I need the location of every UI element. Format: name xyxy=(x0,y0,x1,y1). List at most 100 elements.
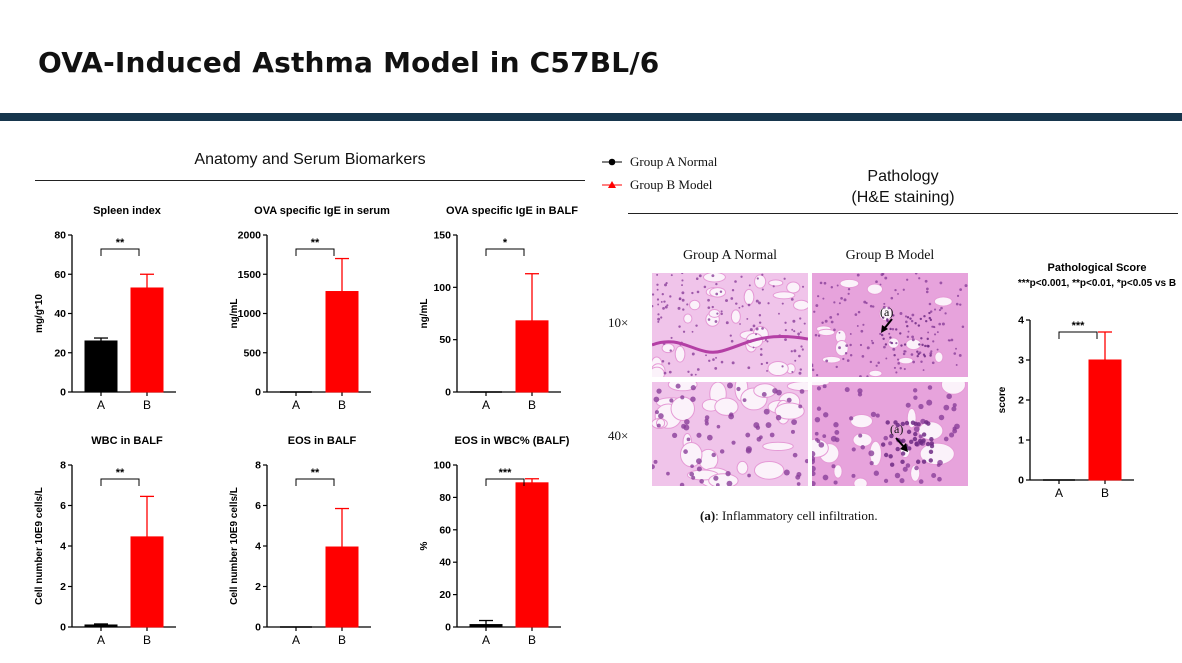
nucleus xyxy=(812,451,816,457)
nucleus xyxy=(740,275,743,278)
alveolar-space xyxy=(754,274,767,289)
nucleus xyxy=(716,312,719,315)
nucleus xyxy=(870,339,873,342)
nucleus xyxy=(657,313,660,316)
nucleus xyxy=(918,277,921,280)
infiltrate-cell xyxy=(928,311,931,315)
nucleus xyxy=(756,436,762,442)
nucleus xyxy=(747,473,751,478)
alveolar-space xyxy=(736,460,749,475)
infiltrate-cell xyxy=(919,317,923,321)
nucleus xyxy=(849,333,852,335)
infiltrate-cell xyxy=(882,337,885,340)
nucleus xyxy=(910,353,914,356)
nucleus xyxy=(652,293,655,296)
chart-wbc-balf: WBC in BALF Cell number 10E9 cells/L 0 2 4 6 8… xyxy=(34,435,176,647)
nucleus xyxy=(847,292,850,295)
infiltrate-cell xyxy=(889,336,892,339)
nucleus xyxy=(696,368,700,371)
nucleus xyxy=(816,386,822,391)
nucleus xyxy=(653,396,660,403)
nucleus xyxy=(669,349,672,352)
y-tick-label: 100 xyxy=(433,460,451,472)
infiltrate-cell xyxy=(921,438,926,443)
histology-row-label-40x: 40× xyxy=(608,428,629,443)
nucleus xyxy=(947,339,950,342)
nucleus xyxy=(691,291,694,295)
nucleus xyxy=(951,406,957,412)
nucleus xyxy=(716,424,721,429)
bar-group-a xyxy=(84,624,118,628)
infiltrate-cell xyxy=(929,354,932,357)
nucleus xyxy=(959,303,962,306)
y-axis-label: score xyxy=(997,386,1008,413)
significance-marker: ** xyxy=(311,467,320,479)
nucleus xyxy=(862,323,865,326)
nucleus xyxy=(897,362,901,365)
nucleus xyxy=(684,419,690,425)
nucleus xyxy=(664,305,668,309)
title-divider-bar xyxy=(0,113,1182,121)
nucleus xyxy=(814,431,819,436)
nucleus xyxy=(672,432,678,438)
nucleus xyxy=(825,359,829,363)
nucleus xyxy=(933,333,937,336)
x-tick-label: B xyxy=(1101,486,1109,500)
nucleus xyxy=(829,316,833,319)
nucleus xyxy=(903,367,906,371)
nucleus xyxy=(842,357,845,361)
y-axis-label: Cell number 10E9 cells/L xyxy=(34,487,45,605)
significance-bracket xyxy=(485,248,525,256)
nucleus xyxy=(861,355,865,358)
footnote-text: : Inflammatory cell infiltration. xyxy=(715,508,878,523)
nucleus xyxy=(859,375,862,377)
y-tick-label: 80 xyxy=(439,492,451,504)
nucleus xyxy=(657,303,660,306)
nucleus xyxy=(764,338,767,341)
significance-marker: ** xyxy=(116,237,125,249)
nucleus xyxy=(742,398,747,403)
infiltrate-cell xyxy=(921,459,927,464)
nucleus xyxy=(691,352,695,356)
infiltrate-cell xyxy=(881,316,885,319)
nucleus xyxy=(707,434,713,441)
nucleus xyxy=(833,301,836,304)
y-tick-label: 6 xyxy=(60,500,66,512)
nucleus xyxy=(818,442,825,448)
nucleus xyxy=(761,288,764,291)
nucleus xyxy=(683,424,690,431)
nucleus xyxy=(799,389,805,394)
alveolar-space xyxy=(709,287,727,298)
nucleus xyxy=(666,471,670,476)
histology-footnote: (a): Inflammatory cell infiltration. xyxy=(700,508,878,524)
nucleus xyxy=(661,360,665,363)
nucleus xyxy=(930,310,933,313)
nucleus xyxy=(925,290,929,294)
infiltrate-cell xyxy=(918,343,921,346)
infiltrate-cell xyxy=(917,324,921,327)
y-axis-label: ng/mL xyxy=(419,299,430,329)
nucleus xyxy=(681,273,684,275)
left-section-heading: Anatomy and Serum Biomarkers xyxy=(194,151,426,168)
nucleus xyxy=(761,273,764,276)
infiltrate-cell xyxy=(904,420,910,426)
alveolar-space xyxy=(850,414,874,429)
nucleus xyxy=(791,328,794,331)
nucleus xyxy=(830,320,834,324)
nucleus xyxy=(656,388,662,394)
nucleus xyxy=(686,437,691,442)
y-tick-label: 1500 xyxy=(238,269,262,281)
nucleus xyxy=(730,297,734,300)
nucleus xyxy=(719,290,723,293)
nucleus xyxy=(844,352,848,355)
chart-title: Pathological Score xyxy=(1047,262,1146,274)
nucleus xyxy=(657,320,660,323)
nucleus xyxy=(823,281,827,285)
nucleus xyxy=(822,434,827,438)
nucleus xyxy=(775,414,782,421)
nucleus xyxy=(781,302,784,305)
nucleus xyxy=(766,369,768,372)
nucleus xyxy=(715,483,720,486)
nucleus xyxy=(799,317,802,320)
significance-bracket xyxy=(1058,331,1098,339)
